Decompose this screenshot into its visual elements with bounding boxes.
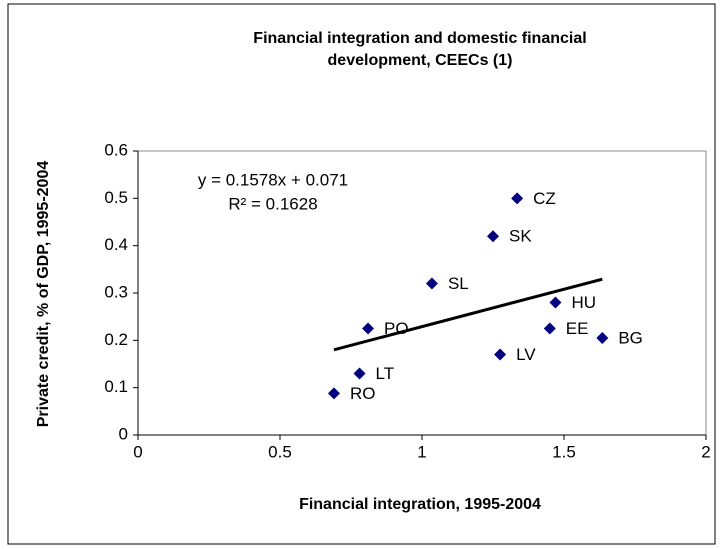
point xyxy=(596,331,609,344)
point xyxy=(549,296,562,309)
y-tick-label: 0.2 xyxy=(104,330,128,349)
point xyxy=(425,277,438,290)
point-label: RO xyxy=(350,384,376,403)
x-tick-label: 1 xyxy=(417,442,426,461)
point xyxy=(543,322,556,335)
point xyxy=(327,387,340,400)
point-label: CZ xyxy=(533,189,556,208)
point xyxy=(494,348,507,361)
chart-title: Financial integration and domestic finan… xyxy=(253,30,587,69)
point-label: SK xyxy=(509,227,532,246)
x-tick-label: 0.5 xyxy=(268,442,292,461)
y-tick-label: 0.5 xyxy=(104,188,128,207)
y-tick-label: 0 xyxy=(119,424,128,443)
y-tick-label: 0.3 xyxy=(104,282,128,301)
x-tick-label: 0 xyxy=(133,442,142,461)
point-label: BG xyxy=(618,328,643,347)
plot-area xyxy=(137,150,707,436)
point-label: SL xyxy=(448,274,469,293)
point-label: EE xyxy=(566,319,589,338)
y-axis-title: Private credit, % of GDP, 1995-2004 xyxy=(35,161,52,428)
x-axis-title: Financial integration, 1995-2004 xyxy=(299,496,541,513)
point-label: LT xyxy=(376,364,395,383)
r-squared-label: R² = 0.1628 xyxy=(228,194,317,213)
y-tick-label: 0.4 xyxy=(104,235,128,254)
x-tick-label: 2 xyxy=(701,442,710,461)
point xyxy=(353,367,366,380)
x-tick-label: 1.5 xyxy=(552,442,576,461)
point-label: HU xyxy=(571,293,596,312)
y-tick-label: 0.6 xyxy=(104,140,128,159)
trendline xyxy=(333,277,603,352)
point xyxy=(511,192,524,205)
point xyxy=(362,322,375,335)
y-tick-label: 0.1 xyxy=(104,377,128,396)
point-label: PO xyxy=(384,319,409,338)
equation-label: y = 0.1578x + 0.071 xyxy=(198,170,348,189)
point-label: LV xyxy=(516,345,536,364)
point xyxy=(487,230,499,243)
